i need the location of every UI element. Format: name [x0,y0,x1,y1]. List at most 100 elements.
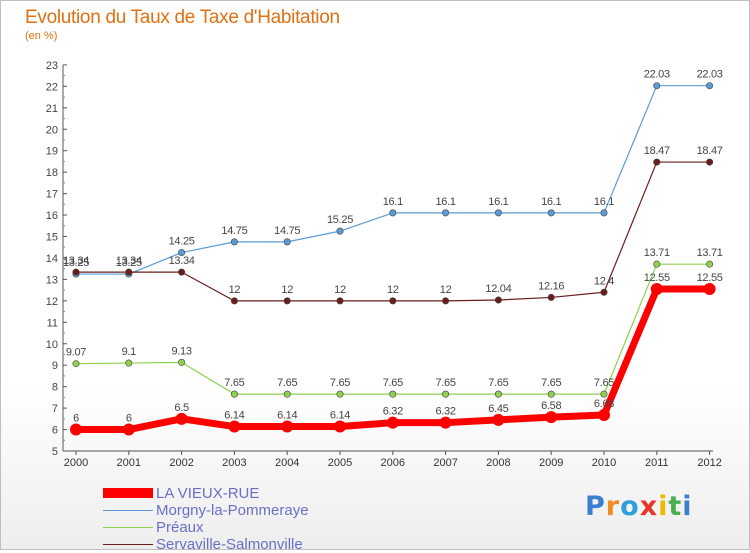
x-tick-label: 2003 [222,457,246,469]
data-label-pr-aux: 7.65 [594,377,614,389]
y-tick-label: 22 [46,81,58,93]
data-label-la-vieux-rue: 12.55 [697,272,723,284]
data-label-pr-aux: 13.71 [697,247,723,259]
data-label-servaville-salmonville: 12 [387,284,399,296]
legend-label: Morgny-la-Pommeraye [156,502,309,519]
data-point-la-vieux-rue [439,416,452,429]
data-label-la-vieux-rue: 12.55 [644,272,670,284]
y-tick-label: 17 [46,189,58,201]
data-point-la-vieux-rue [122,423,135,436]
legend-label: LA VIEUX-RUE [156,485,260,502]
y-tick-label: 12 [46,296,58,308]
y-tick-label: 6 [52,425,58,437]
data-label-morgny-la-pommeraye: 14.75 [274,225,300,237]
data-label-morgny-la-pommeraye: 22.03 [644,69,670,81]
data-label-la-vieux-rue: 6.14 [330,410,350,422]
y-tick-label: 16 [46,210,58,222]
data-label-morgny-la-pommeraye: 22.03 [697,69,723,81]
legend-swatch-servaville [103,544,153,545]
data-label-pr-aux: 7.65 [435,377,455,389]
data-label-morgny-la-pommeraye: 15.25 [327,214,353,226]
data-point-morgny-la-pommeraye [230,238,238,246]
data-label-la-vieux-rue: 6.14 [277,410,297,422]
data-label-la-vieux-rue: 6.32 [383,406,403,418]
data-label-pr-aux: 9.1 [122,346,137,358]
logo-letter: r [605,491,621,522]
data-point-pr-aux [125,359,133,367]
y-tick-label: 7 [52,403,58,415]
data-point-servaville-salmonville [653,158,661,166]
logo-letter: o [620,491,640,522]
x-tick-label: 2002 [169,457,193,469]
x-tick-label: 2011 [645,457,669,469]
proxiti-logo: Proxiti [585,491,693,522]
data-label-pr-aux: 9.13 [171,345,191,357]
data-point-morgny-la-pommeraye [600,209,608,217]
y-tick-label: 11 [47,317,58,329]
legend-swatch-preaux [103,527,153,528]
y-tick-label: 13 [46,274,58,286]
y-tick-label: 23 [46,60,58,72]
data-label-la-vieux-rue: 6.14 [224,410,244,422]
data-label-pr-aux: 7.65 [224,377,244,389]
logo-letter: P [585,491,606,522]
legend-label: Préaux [156,519,204,536]
y-tick-label: 9 [52,360,58,372]
data-label-servaville-salmonville: 13.34 [116,255,142,267]
data-point-morgny-la-pommeraye [283,238,291,246]
data-label-servaville-salmonville: 12.16 [538,280,564,292]
logo-letter: i [658,491,669,522]
data-label-servaville-salmonville: 12 [440,284,452,296]
data-label-pr-aux: 7.65 [330,377,350,389]
data-label-servaville-salmonville: 13.34 [63,255,89,267]
y-tick-label: 14 [46,253,58,265]
data-label-la-vieux-rue: 6.32 [435,406,455,418]
data-point-pr-aux [178,358,186,366]
x-tick-label: 2005 [328,457,352,469]
data-label-la-vieux-rue: 6.5 [174,402,189,414]
data-point-la-vieux-rue [334,420,346,433]
data-point-servaville-salmonville [389,297,397,305]
data-point-pr-aux [283,390,291,398]
data-point-servaville-salmonville [230,297,238,305]
data-label-pr-aux: 13.71 [644,247,670,259]
data-label-servaville-salmonville: 13.34 [169,255,195,267]
data-point-morgny-la-pommeraye [706,82,714,90]
x-tick-label: 2010 [592,457,616,469]
data-label-servaville-salmonville: 18.47 [644,145,670,157]
data-label-la-vieux-rue: 6 [126,413,132,425]
data-point-pr-aux [706,260,714,268]
data-point-servaville-salmonville [125,268,133,276]
data-point-morgny-la-pommeraye [389,209,397,217]
x-tick-label: 2000 [64,457,88,469]
data-point-pr-aux [600,390,608,398]
data-point-servaville-salmonville [547,293,555,301]
data-point-morgny-la-pommeraye [653,82,661,90]
data-point-morgny-la-pommeraye [178,249,186,257]
data-point-pr-aux [72,360,80,368]
logo-letter: x [639,491,659,522]
data-point-servaville-salmonville [600,288,608,296]
data-label-servaville-salmonville: 12 [229,284,241,296]
logo-letter: i [682,491,693,522]
data-point-servaville-salmonville [442,297,450,305]
data-point-la-vieux-rue [281,420,294,433]
legend-swatch-morgny [103,510,153,511]
chart-title: Evolution du Taux de Taxe d'Habitation [25,7,340,28]
data-label-morgny-la-pommeraye: 16.1 [435,196,455,208]
data-label-servaville-salmonville: 12.04 [485,283,511,295]
series-line-servaville-salmonville [76,161,710,302]
data-point-pr-aux [494,390,502,398]
data-point-pr-aux [442,390,450,398]
data-point-la-vieux-rue [598,408,610,421]
data-label-servaville-salmonville: 12 [281,284,293,296]
data-label-servaville-salmonville: 12.4 [594,275,614,287]
y-tick-label: 15 [46,232,58,244]
data-label-morgny-la-pommeraye: 16.1 [594,196,614,208]
data-label-la-vieux-rue: 6.58 [541,400,561,412]
data-point-servaville-salmonville [283,297,291,305]
data-label-morgny-la-pommeraye: 14.75 [221,225,247,237]
data-label-morgny-la-pommeraye: 16.1 [541,196,561,208]
data-point-la-vieux-rue [386,416,399,429]
